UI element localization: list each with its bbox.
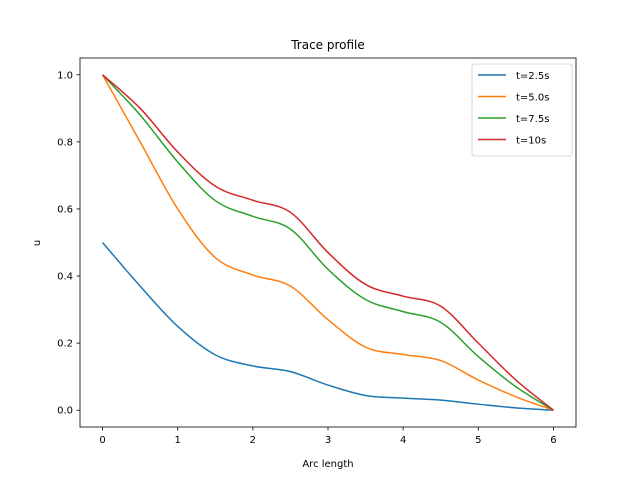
series-line-1 (101, 242, 554, 411)
legend: t=2.5s t=5.0s t=7.5s t=10s (471, 63, 573, 157)
legend-label: t=2.5s (516, 71, 549, 82)
series-line-3 (102, 74, 554, 411)
y-tick-label: 0.8 (57, 137, 73, 148)
y-axis: 0.0 0.2 0.4 0.6 0.8 1.0 (57, 70, 80, 417)
x-tick-label: 1 (175, 435, 181, 446)
y-tick-label: 0.0 (57, 406, 73, 417)
x-tick-label: 3 (325, 435, 331, 446)
series-line-4 (102, 74, 554, 411)
x-tick-label: 6 (550, 435, 556, 446)
y-tick-label: 0.4 (57, 272, 73, 283)
x-tick-label: 5 (475, 435, 481, 446)
chart-title: Trace profile (290, 38, 365, 52)
series-line-2 (101, 74, 554, 411)
x-axis: 0 1 2 3 4 5 6 (99, 427, 557, 446)
series-layer (101, 74, 554, 411)
legend-label: t=5.0s (516, 93, 549, 104)
x-tick-label: 4 (400, 435, 406, 446)
y-tick-label: 1.0 (57, 70, 73, 81)
x-tick-label: 0 (99, 435, 105, 446)
x-axis-label: Arc length (302, 459, 353, 470)
x-tick-label: 2 (250, 435, 256, 446)
legend-label: t=10s (516, 136, 546, 147)
y-tick-label: 0.2 (57, 339, 73, 350)
legend-label: t=7.5s (516, 114, 549, 125)
y-axis-label: u (32, 240, 43, 246)
y-tick-label: 0.6 (57, 204, 73, 215)
legend-box (471, 63, 573, 157)
